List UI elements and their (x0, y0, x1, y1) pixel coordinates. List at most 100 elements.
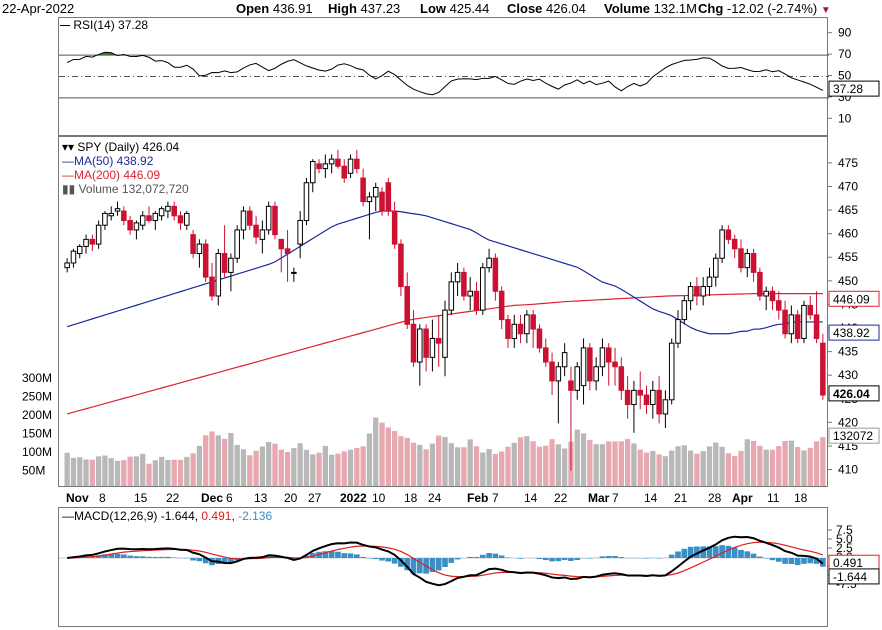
macd-axis: 7.55.02.50.0-2.5-5.0-7.50.491-1.644 (828, 523, 880, 591)
macd-line-icon: — (62, 509, 74, 523)
macd-hist-bar (486, 553, 492, 558)
macd-hist-bar (442, 558, 448, 568)
volume-bar (807, 447, 813, 486)
macd-signal-tag: 0.491 (833, 556, 863, 570)
volume-bar (536, 446, 543, 486)
volume-bar (606, 441, 612, 486)
price-panel (58, 136, 828, 487)
macd-hist-bar (379, 558, 385, 561)
date-tick-label: 20 (284, 491, 298, 505)
volume-bar (171, 459, 177, 486)
volume-value: 132.1M (653, 1, 697, 16)
macd-hist-bar (668, 554, 675, 558)
candle-body (366, 196, 373, 203)
ma200-line-icon: — (62, 168, 74, 182)
macd-hist-bar (555, 558, 562, 562)
candle-body (347, 158, 354, 174)
candle-body (637, 389, 643, 396)
macd-hist-bar (492, 553, 499, 558)
candle-body (253, 224, 259, 238)
candle-body (492, 257, 499, 292)
macd-hist-bar (372, 558, 379, 560)
rsi-legend: RSI(14) 37.28 (60, 18, 148, 32)
volume-bar (417, 444, 423, 486)
date-tick-label: Mar (588, 491, 610, 505)
open-label: Open (236, 1, 270, 16)
candle-body (417, 328, 423, 363)
low-value: 425.44 (449, 1, 490, 16)
macd-hist-bar (102, 554, 108, 558)
candle-body (473, 290, 480, 311)
volume-bar (366, 433, 373, 486)
candle-body (587, 347, 593, 382)
macd-hist-bar (467, 556, 474, 558)
rsi-legend-icon (60, 25, 70, 27)
candle-body (398, 243, 404, 288)
volume-bar (278, 449, 284, 486)
candle-body (127, 219, 133, 231)
candle-body (152, 212, 159, 221)
volume-bar (177, 459, 184, 486)
volume-bar (114, 460, 121, 486)
macd-hist-bar (574, 558, 581, 561)
candle-body (694, 286, 700, 297)
macd-hist-bar (712, 546, 719, 558)
volume-bar (750, 440, 757, 486)
ma50-tag-box (828, 324, 880, 341)
candle-body (568, 380, 574, 391)
candle-body (719, 229, 725, 259)
candle-body (467, 290, 473, 297)
volume-bar (284, 452, 291, 486)
macd-hist-bar (95, 555, 102, 558)
volume-bar (253, 450, 259, 486)
macd-hist-bar (120, 554, 127, 558)
volume-bar (240, 449, 247, 486)
candle-body (612, 361, 618, 368)
date-tick-label: 7 (492, 491, 499, 505)
candle-body (284, 248, 291, 255)
volume-bar (165, 459, 171, 486)
legend-ma200: MA(200) 446.09 (74, 168, 161, 182)
macd-hist-bar (542, 558, 549, 561)
candle-body (517, 323, 524, 335)
rsi-chart (59, 51, 829, 99)
macd-hist-bar (517, 558, 524, 559)
ma50-line (66, 210, 823, 335)
candle-body (486, 257, 492, 269)
volume-bar (492, 453, 499, 486)
volume-bar (782, 440, 788, 486)
volume-bar (813, 441, 820, 486)
volume-bar (423, 449, 429, 486)
macd-hist-bar (681, 548, 688, 558)
date-tick-label: 13 (254, 491, 268, 505)
candle-body (580, 347, 587, 387)
volume-bar (473, 446, 480, 486)
volume-bar (706, 446, 713, 486)
candle-body (234, 229, 240, 259)
rsi-tick-label: 90 (838, 26, 852, 40)
volume-bar (650, 450, 656, 486)
macd-hist-bar (731, 547, 738, 558)
candle-body (618, 366, 625, 391)
macd-hist-bar (549, 558, 555, 562)
candle-body (177, 215, 184, 224)
candle-body (776, 300, 782, 311)
volume-bar (379, 422, 385, 486)
macd-hist-bar (536, 558, 543, 560)
volume-bar (725, 453, 732, 486)
macd-tick-label: 7.5 (836, 523, 853, 537)
volume-bar (732, 456, 738, 486)
price-tick-label: 435 (838, 345, 858, 359)
quote-header: 22-Apr-2022 Open 436.91 High 437.23 Low … (0, 0, 882, 18)
volume-bar (776, 446, 782, 486)
volume-bar (612, 441, 618, 486)
ma200-tag-box (828, 290, 880, 307)
macd-hist-bar (775, 558, 782, 562)
candle-body (108, 212, 114, 217)
candle-body (64, 262, 70, 269)
macd-hist-bar (794, 558, 801, 566)
macd-hist-bar (675, 551, 681, 558)
volume-bar (637, 449, 643, 486)
volume-bar (373, 417, 379, 486)
volume-tick-label: 200M (22, 408, 52, 422)
